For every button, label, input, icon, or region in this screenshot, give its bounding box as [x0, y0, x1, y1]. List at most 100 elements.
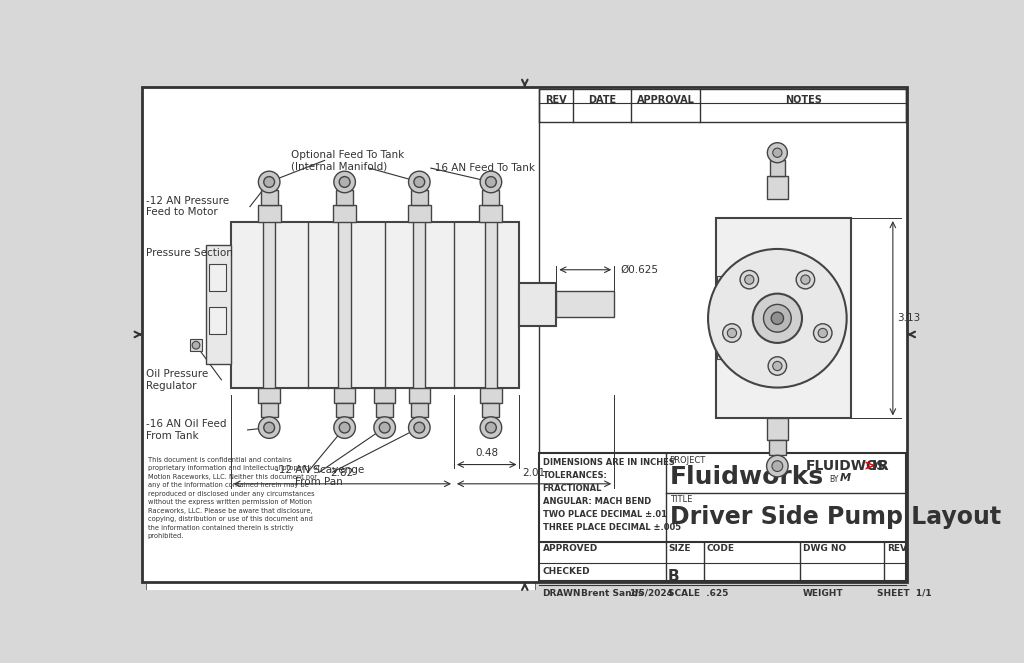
Text: PROJECT: PROJECT	[670, 456, 706, 465]
Bar	[258, 388, 280, 403]
Text: SIZE: SIZE	[668, 544, 690, 553]
Circle shape	[744, 275, 754, 284]
Text: BY: BY	[829, 475, 839, 483]
Text: -16 AN Feed To Tank: -16 AN Feed To Tank	[431, 163, 535, 173]
Bar	[482, 403, 500, 417]
Circle shape	[264, 176, 274, 188]
Circle shape	[485, 422, 497, 433]
Text: DWG NO: DWG NO	[803, 544, 846, 553]
Bar	[767, 418, 788, 440]
Circle shape	[767, 455, 788, 477]
Text: Optional Feed To Tank
(Internal Manifold): Optional Feed To Tank (Internal Manifold…	[291, 150, 404, 171]
Circle shape	[374, 417, 395, 438]
Text: FRACTIONAL: FRACTIONAL	[543, 484, 602, 493]
Bar	[230, 222, 519, 388]
Circle shape	[773, 148, 782, 157]
Circle shape	[409, 417, 430, 438]
Bar	[334, 388, 355, 403]
Circle shape	[772, 461, 782, 471]
Text: TITLE: TITLE	[670, 495, 692, 505]
Text: B: B	[668, 570, 680, 584]
Bar	[261, 403, 278, 417]
Text: TOLERANCES:: TOLERANCES:	[543, 471, 607, 480]
Bar	[479, 205, 503, 222]
Bar	[374, 388, 395, 403]
Circle shape	[480, 417, 502, 438]
Text: APPROVAL: APPROVAL	[637, 95, 694, 105]
Circle shape	[258, 171, 280, 193]
Text: This document is confidential and contains
proprietary information and intellect: This document is confidential and contai…	[147, 457, 319, 540]
Bar	[258, 205, 281, 222]
Circle shape	[264, 422, 274, 433]
Text: SHEET  1/1: SHEET 1/1	[878, 589, 932, 597]
Circle shape	[771, 312, 783, 324]
Circle shape	[813, 324, 833, 342]
Text: WEIGHT: WEIGHT	[803, 589, 844, 597]
Text: 3.13: 3.13	[897, 313, 921, 324]
Text: TWO PLACE DECIMAL ±.01: TWO PLACE DECIMAL ±.01	[543, 510, 667, 519]
Text: REV: REV	[545, 95, 567, 105]
Text: 2.01: 2.01	[522, 467, 546, 477]
Circle shape	[768, 357, 786, 375]
Bar	[769, 440, 785, 455]
Text: NOTES: NOTES	[784, 95, 821, 105]
Circle shape	[339, 176, 350, 188]
Circle shape	[193, 341, 200, 349]
Text: Oil Pressure
Regulator: Oil Pressure Regulator	[146, 369, 208, 391]
Bar	[519, 283, 556, 326]
Bar	[411, 190, 428, 205]
Bar	[411, 403, 428, 417]
Circle shape	[708, 249, 847, 388]
Text: DATE: DATE	[588, 95, 616, 105]
Text: Brent Sands: Brent Sands	[581, 589, 643, 597]
Circle shape	[339, 422, 350, 433]
Text: 0.48: 0.48	[475, 448, 499, 458]
Text: M: M	[840, 473, 851, 483]
Circle shape	[764, 304, 792, 332]
Bar	[770, 160, 785, 176]
Text: ANGULAR: MACH BEND: ANGULAR: MACH BEND	[543, 497, 651, 506]
Text: DIMENSIONS ARE IN INCHES: DIMENSIONS ARE IN INCHES	[543, 457, 674, 467]
Text: Ø0.625: Ø0.625	[621, 265, 658, 274]
Text: FLUIDWOR: FLUIDWOR	[806, 459, 890, 473]
Text: CHECKED: CHECKED	[543, 567, 590, 576]
Circle shape	[797, 271, 815, 289]
Text: DRAWN: DRAWN	[543, 589, 581, 597]
Text: SCALE  .625: SCALE .625	[668, 589, 728, 597]
Circle shape	[334, 417, 355, 438]
Bar	[336, 190, 353, 205]
Bar	[413, 219, 425, 390]
Bar	[482, 190, 500, 205]
Circle shape	[480, 171, 502, 193]
Bar	[408, 205, 431, 222]
Text: APPROVED: APPROVED	[543, 544, 598, 553]
Text: REV: REV	[887, 544, 906, 553]
Bar	[376, 403, 393, 417]
Bar	[261, 190, 278, 205]
Circle shape	[801, 275, 810, 284]
Text: THREE PLACE DECIMAL ±.005: THREE PLACE DECIMAL ±.005	[543, 523, 681, 532]
Circle shape	[767, 143, 787, 162]
Bar	[480, 388, 502, 403]
Text: -12 AN Pressure
Feed to Motor: -12 AN Pressure Feed to Motor	[146, 196, 229, 217]
Polygon shape	[716, 218, 851, 418]
Bar	[717, 276, 739, 305]
Circle shape	[409, 171, 430, 193]
Circle shape	[258, 417, 280, 438]
Text: >: >	[863, 459, 876, 473]
Bar	[209, 265, 226, 291]
Text: CODE: CODE	[707, 544, 734, 553]
Circle shape	[414, 422, 425, 433]
Circle shape	[753, 294, 802, 343]
Circle shape	[334, 171, 355, 193]
Text: 2.82: 2.82	[331, 467, 354, 477]
Bar	[409, 388, 430, 403]
Bar	[189, 339, 202, 351]
Bar	[717, 330, 739, 359]
Bar	[336, 403, 353, 417]
Text: IS: IS	[872, 459, 887, 473]
Bar	[539, 122, 906, 449]
Circle shape	[727, 328, 736, 337]
Text: Pressure Section: Pressure Section	[146, 248, 232, 258]
Bar	[767, 176, 788, 199]
